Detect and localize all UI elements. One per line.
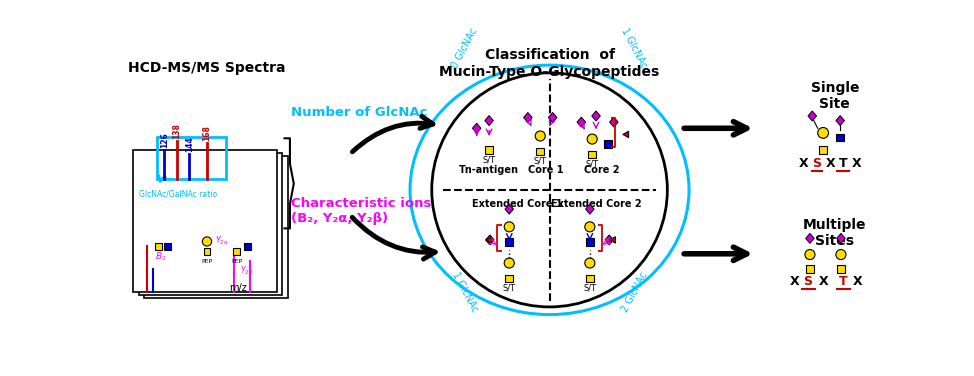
Text: Characteristic ions
(B₂, Y₂α, Y₂β): Characteristic ions (B₂, Y₂α, Y₂β): [290, 197, 431, 226]
Circle shape: [203, 237, 211, 246]
Polygon shape: [837, 233, 845, 243]
Text: Core 2: Core 2: [584, 165, 620, 175]
Text: Extended Core 2: Extended Core 2: [550, 199, 641, 209]
Circle shape: [805, 250, 815, 259]
FancyBboxPatch shape: [586, 274, 594, 282]
Text: Single
Site: Single Site: [810, 80, 859, 111]
Text: GlcNAc/GalNAc ratio: GlcNAc/GalNAc ratio: [139, 189, 217, 198]
Text: S/T: S/T: [534, 157, 546, 166]
Polygon shape: [622, 131, 628, 138]
FancyBboxPatch shape: [586, 238, 594, 246]
Polygon shape: [805, 233, 814, 243]
Text: Mucin-Type O-Glycopeptides: Mucin-Type O-Glycopeptides: [439, 65, 659, 79]
Text: m/z: m/z: [229, 283, 246, 293]
FancyBboxPatch shape: [133, 150, 277, 292]
Text: $Y_{2\beta}$: $Y_{2\beta}$: [240, 264, 253, 277]
Circle shape: [836, 250, 846, 259]
Text: S: S: [804, 274, 812, 288]
Text: 168: 168: [203, 126, 211, 141]
Text: T: T: [839, 274, 847, 288]
Text: PEP: PEP: [231, 259, 242, 264]
Text: 1 GlcNAc: 1 GlcNAc: [450, 270, 479, 314]
Text: Tn-antigen: Tn-antigen: [459, 165, 519, 175]
Polygon shape: [836, 115, 844, 126]
Text: 2 GlcNAc: 2 GlcNAc: [619, 270, 649, 314]
Text: S/T: S/T: [503, 284, 516, 293]
FancyBboxPatch shape: [204, 248, 210, 255]
Circle shape: [535, 131, 545, 141]
Polygon shape: [585, 204, 594, 214]
Text: X: X: [825, 157, 835, 170]
FancyBboxPatch shape: [244, 243, 250, 250]
Text: 138: 138: [172, 123, 181, 139]
FancyBboxPatch shape: [588, 151, 596, 158]
Text: 0 GlcNAc: 0 GlcNAc: [450, 27, 479, 70]
Text: 144: 144: [185, 136, 194, 152]
Circle shape: [505, 222, 514, 232]
Polygon shape: [524, 112, 532, 123]
Text: Classification  of: Classification of: [484, 48, 615, 62]
Circle shape: [587, 134, 597, 144]
FancyBboxPatch shape: [139, 153, 282, 296]
Text: $B_2$: $B_2$: [155, 250, 167, 263]
FancyBboxPatch shape: [233, 248, 240, 255]
Text: $Y_{2\alpha}$: $Y_{2\alpha}$: [214, 235, 228, 247]
Polygon shape: [577, 117, 585, 127]
Text: Extended Core 1: Extended Core 1: [471, 199, 562, 209]
Polygon shape: [472, 123, 481, 133]
Text: X: X: [851, 157, 861, 170]
Circle shape: [818, 127, 829, 138]
Polygon shape: [592, 111, 600, 121]
Text: X: X: [799, 157, 808, 170]
FancyBboxPatch shape: [506, 274, 513, 282]
FancyBboxPatch shape: [806, 265, 814, 273]
Text: S/T: S/T: [482, 155, 496, 164]
Polygon shape: [505, 204, 513, 214]
Text: 1 GlcNAc: 1 GlcNAc: [619, 27, 649, 70]
Circle shape: [505, 258, 514, 268]
FancyBboxPatch shape: [506, 238, 513, 246]
Polygon shape: [610, 117, 618, 127]
Text: X: X: [790, 274, 800, 288]
Text: T: T: [839, 157, 847, 170]
Text: X: X: [853, 274, 863, 288]
Circle shape: [584, 222, 595, 232]
Circle shape: [584, 258, 595, 268]
Polygon shape: [610, 237, 616, 243]
FancyBboxPatch shape: [485, 146, 493, 154]
Polygon shape: [486, 235, 494, 245]
Polygon shape: [548, 112, 557, 123]
Polygon shape: [485, 115, 494, 126]
FancyBboxPatch shape: [537, 147, 544, 155]
FancyBboxPatch shape: [164, 243, 171, 250]
FancyBboxPatch shape: [156, 243, 163, 250]
Polygon shape: [486, 237, 492, 243]
FancyBboxPatch shape: [819, 146, 827, 154]
Text: PEP: PEP: [202, 259, 212, 264]
Text: S: S: [812, 157, 821, 170]
Text: Multiple
Sites: Multiple Sites: [803, 218, 867, 248]
Text: S/T: S/T: [585, 160, 599, 169]
Polygon shape: [605, 235, 614, 245]
Text: S/T: S/T: [583, 284, 596, 293]
Text: 126: 126: [160, 133, 169, 148]
Text: Number of GlcNAc: Number of GlcNAc: [290, 106, 428, 120]
Text: X: X: [819, 274, 829, 288]
Text: Core 1: Core 1: [528, 165, 563, 175]
FancyBboxPatch shape: [604, 140, 612, 147]
FancyBboxPatch shape: [144, 156, 287, 299]
FancyBboxPatch shape: [837, 134, 844, 141]
Polygon shape: [808, 111, 816, 121]
FancyBboxPatch shape: [837, 265, 844, 273]
Text: HCD-MS/MS Spectra: HCD-MS/MS Spectra: [128, 61, 285, 75]
